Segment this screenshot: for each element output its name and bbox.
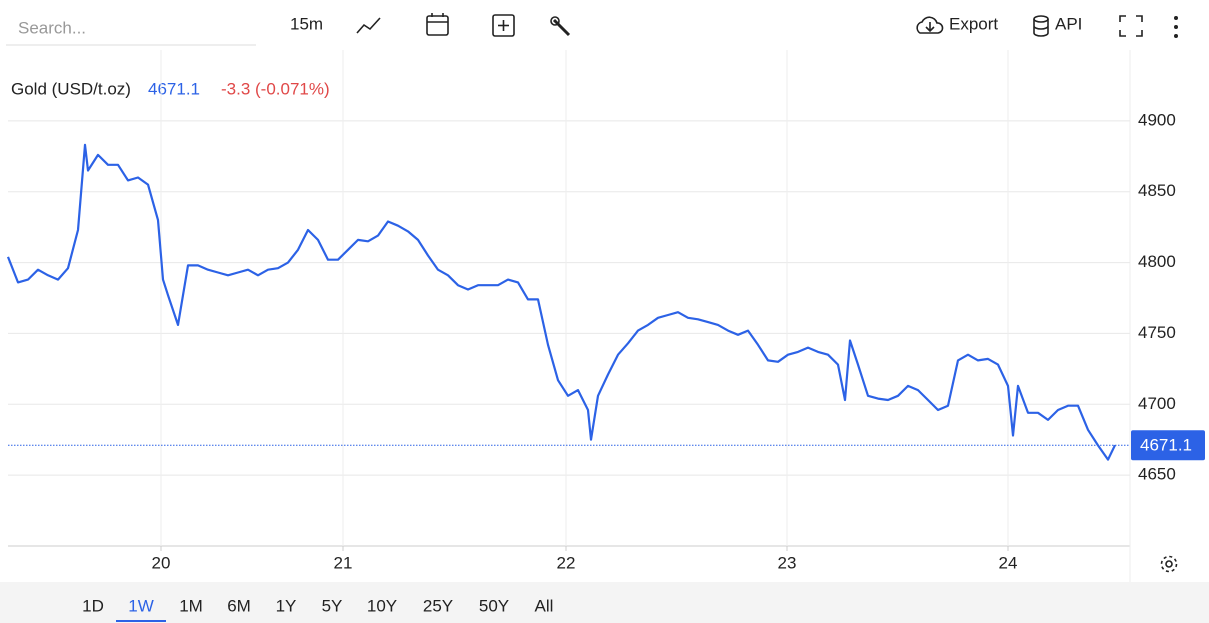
x-tick-label: 21 (334, 553, 353, 572)
y-tick-label: 4750 (1138, 323, 1176, 342)
range-button[interactable]: 1M (179, 596, 203, 615)
axis-settings-icon[interactable] (1160, 555, 1178, 573)
x-tick-label: 24 (999, 553, 1018, 572)
calendar-icon[interactable] (426, 13, 449, 36)
x-tick-label: 23 (778, 553, 797, 572)
range-button[interactable]: 1W (128, 596, 154, 615)
y-tick-label: 4650 (1138, 465, 1176, 484)
x-tick-label: 22 (557, 553, 576, 572)
range-button[interactable]: 1Y (276, 596, 297, 615)
api-button[interactable]: API (1055, 14, 1082, 33)
price-line (6, 143, 1116, 461)
more-menu-icon[interactable] (1174, 16, 1178, 38)
fullscreen-icon[interactable] (1119, 15, 1143, 37)
y-tick-label: 4850 (1138, 181, 1176, 200)
range-bar (0, 582, 1209, 623)
export-button[interactable]: Export (949, 14, 998, 33)
last-price-label: 4671.1 (1140, 436, 1192, 455)
range-button[interactable]: 6M (227, 596, 251, 615)
y-tick-label: 4700 (1138, 394, 1176, 413)
chart-type-icon[interactable] (356, 17, 381, 34)
search-input[interactable]: Search... (18, 18, 86, 37)
range-button[interactable]: 25Y (423, 596, 453, 615)
export-icon[interactable] (916, 16, 944, 34)
range-button[interactable]: 5Y (322, 596, 343, 615)
range-button[interactable]: All (535, 596, 554, 615)
range-button[interactable]: 10Y (367, 596, 397, 615)
api-icon[interactable] (1033, 15, 1049, 37)
last-price-badge (1131, 430, 1205, 461)
range-button[interactable]: 50Y (479, 596, 509, 615)
header-price: 4671.1 (148, 79, 200, 98)
y-tick-label: 4900 (1138, 110, 1176, 129)
header-change: -3.3 (-0.071%) (221, 79, 330, 98)
y-tick-label: 4800 (1138, 252, 1176, 271)
interval-button[interactable]: 15m (290, 14, 323, 33)
range-button[interactable]: 1D (82, 596, 104, 615)
chart-title: Gold (USD/t.oz) (11, 79, 131, 98)
x-tick-label: 20 (152, 553, 171, 572)
add-indicator-icon[interactable] (492, 14, 515, 37)
settings-wrench-icon[interactable] (550, 16, 571, 37)
